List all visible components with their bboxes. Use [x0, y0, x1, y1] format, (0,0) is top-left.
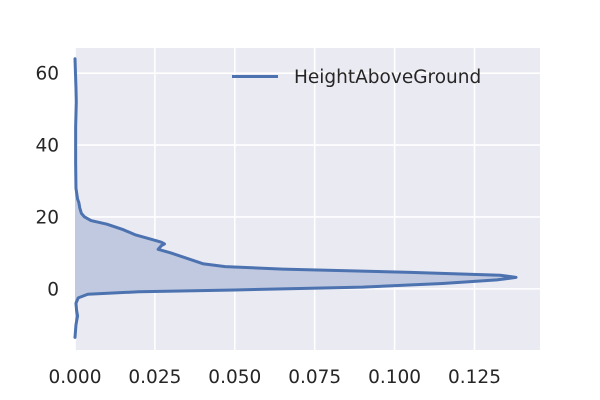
series-layer — [73, 57, 518, 339]
y-tick-label: 20 — [35, 207, 59, 228]
legend: HeightAboveGround — [232, 67, 481, 88]
x-tick-label: 0.125 — [448, 367, 501, 388]
density-line — [73, 57, 518, 339]
x-tick-label: 0.050 — [208, 367, 261, 388]
x-tick-label: 0.025 — [128, 367, 181, 388]
legend-label: HeightAboveGround — [294, 67, 481, 88]
x-tick-label: 0.075 — [288, 367, 341, 388]
y-tick-label: 0 — [47, 279, 59, 300]
x-axis: 0.000 0.025 0.050 0.075 0.100 0.125 — [49, 367, 501, 388]
y-tick-label: 40 — [35, 136, 59, 157]
y-tick-label: 60 — [35, 64, 59, 85]
plot-background — [75, 48, 540, 350]
density-area-fill — [75, 58, 517, 338]
x-tick-label: 0.100 — [368, 367, 421, 388]
x-tick-label: 0.000 — [49, 367, 102, 388]
y-axis: 0 20 40 60 — [35, 64, 59, 301]
